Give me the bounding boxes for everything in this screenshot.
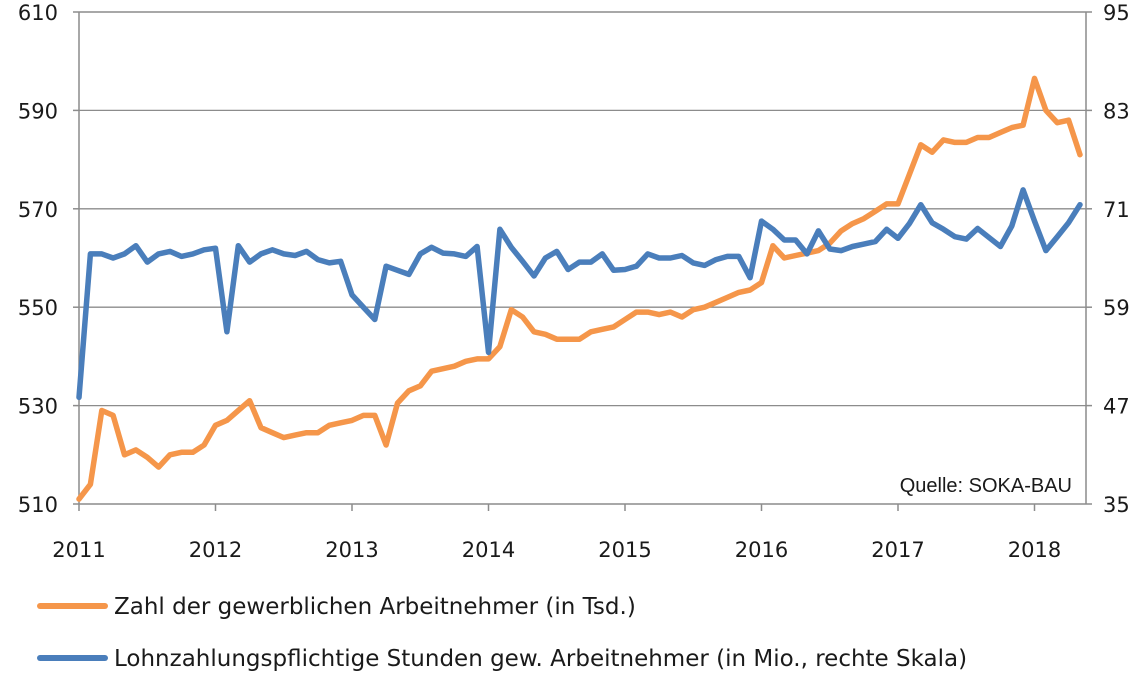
right-axis-tick-labels: 95 83 71 59 47 35 <box>1103 1 1130 517</box>
plot-frame <box>73 11 1092 511</box>
x-tick-label: 2011 <box>52 538 105 562</box>
x-tick-label: 2013 <box>325 538 378 562</box>
right-y-tick-label: 71 <box>1103 198 1130 222</box>
left-y-tick-label: 570 <box>18 198 58 222</box>
source-annotation: Quelle: SOKA-BAU <box>900 475 1072 497</box>
left-y-tick-label: 530 <box>18 395 58 419</box>
series-lines <box>76 75 1083 502</box>
right-y-tick-label: 95 <box>1103 1 1130 25</box>
right-y-tick-label: 47 <box>1103 395 1130 419</box>
right-y-tick-label: 83 <box>1103 99 1130 123</box>
left-y-tick-label: 610 <box>18 1 58 25</box>
x-axis-tick-labels: 2011 2012 2013 2014 2015 2016 2017 2018 <box>52 538 1061 562</box>
left-y-tick-label: 550 <box>18 296 58 320</box>
left-y-tick-label: 510 <box>18 493 58 517</box>
left-y-tick-label: 590 <box>18 99 58 123</box>
x-tick-label: 2017 <box>871 538 924 562</box>
x-tick-label: 2012 <box>189 538 242 562</box>
right-y-tick-label: 59 <box>1103 296 1130 320</box>
legend-label: Zahl der gewerblichen Arbeitnehmer (in T… <box>114 594 636 620</box>
x-tick-label: 2014 <box>462 538 515 562</box>
legend-label: Lohnzahlungspflichtige Stunden gew. Arbe… <box>114 646 967 672</box>
right-y-tick-label: 35 <box>1103 493 1130 517</box>
legend: Zahl der gewerblichen Arbeitnehmer (in T… <box>37 594 967 672</box>
x-tick-label: 2018 <box>1008 538 1061 562</box>
series-line-hours <box>76 187 1083 401</box>
series-line-workers <box>76 75 1083 502</box>
x-tick-label: 2016 <box>735 538 788 562</box>
gridlines <box>79 109 1086 407</box>
left-axis-tick-labels: 610 590 570 550 530 510 <box>18 1 58 517</box>
x-tick-label: 2015 <box>598 538 651 562</box>
